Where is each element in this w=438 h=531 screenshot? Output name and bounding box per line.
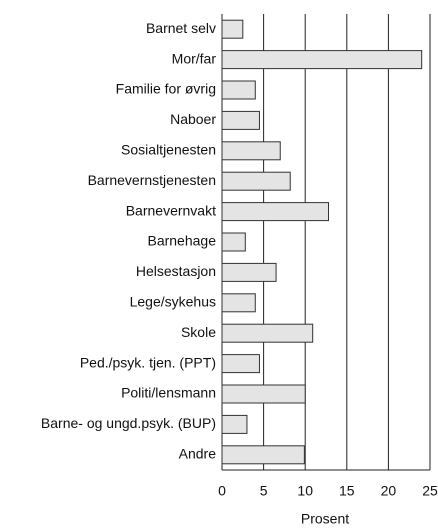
bar: [221, 80, 256, 100]
x-tick-label: 25: [422, 483, 438, 499]
y-tick-label: Helsestasjon: [136, 263, 216, 279]
x-tick-label: 0: [218, 483, 226, 499]
x-tick-label: 20: [381, 483, 397, 499]
y-tick-label: Lege/sykehus: [130, 294, 216, 310]
y-tick-label: Skole: [181, 324, 216, 340]
bar: [221, 445, 305, 465]
bar: [221, 110, 260, 130]
y-tick-label: Naboer: [170, 111, 216, 127]
y-tick-label: Politi/lensmann: [121, 385, 216, 401]
bar: [221, 50, 423, 70]
bar: [221, 323, 314, 343]
y-tick-label: Barnehage: [147, 233, 216, 249]
y-tick-label: Andre: [179, 446, 217, 462]
y-tick-label: Familie for øvrig: [116, 81, 216, 97]
x-tick-label: 5: [260, 483, 268, 499]
y-tick-label: Sosialtjenesten: [121, 142, 216, 158]
bar: [221, 141, 281, 161]
y-tick-label: Mor/far: [172, 50, 217, 66]
y-tick-label: Barne- og ungd.psyk. (BUP): [41, 415, 216, 431]
bar: [221, 262, 277, 282]
bar: [221, 384, 306, 404]
bar: [221, 414, 248, 434]
x-tick-label: 15: [339, 483, 355, 499]
bar: [221, 232, 246, 252]
y-tick-label: Barnet selv: [146, 20, 216, 36]
y-tick-label: Ped./psyk. tjen. (PPT): [80, 354, 216, 370]
y-tick-label: Barnevernvakt: [126, 202, 216, 218]
y-tick-label: Barnevernstjenesten: [88, 172, 216, 188]
bar: [221, 19, 244, 39]
x-tick-label: 10: [297, 483, 313, 499]
bar: [221, 354, 260, 374]
bar: [221, 293, 256, 313]
x-axis-label: Prosent: [301, 511, 349, 527]
bar: [221, 171, 291, 191]
bar: [221, 202, 329, 222]
